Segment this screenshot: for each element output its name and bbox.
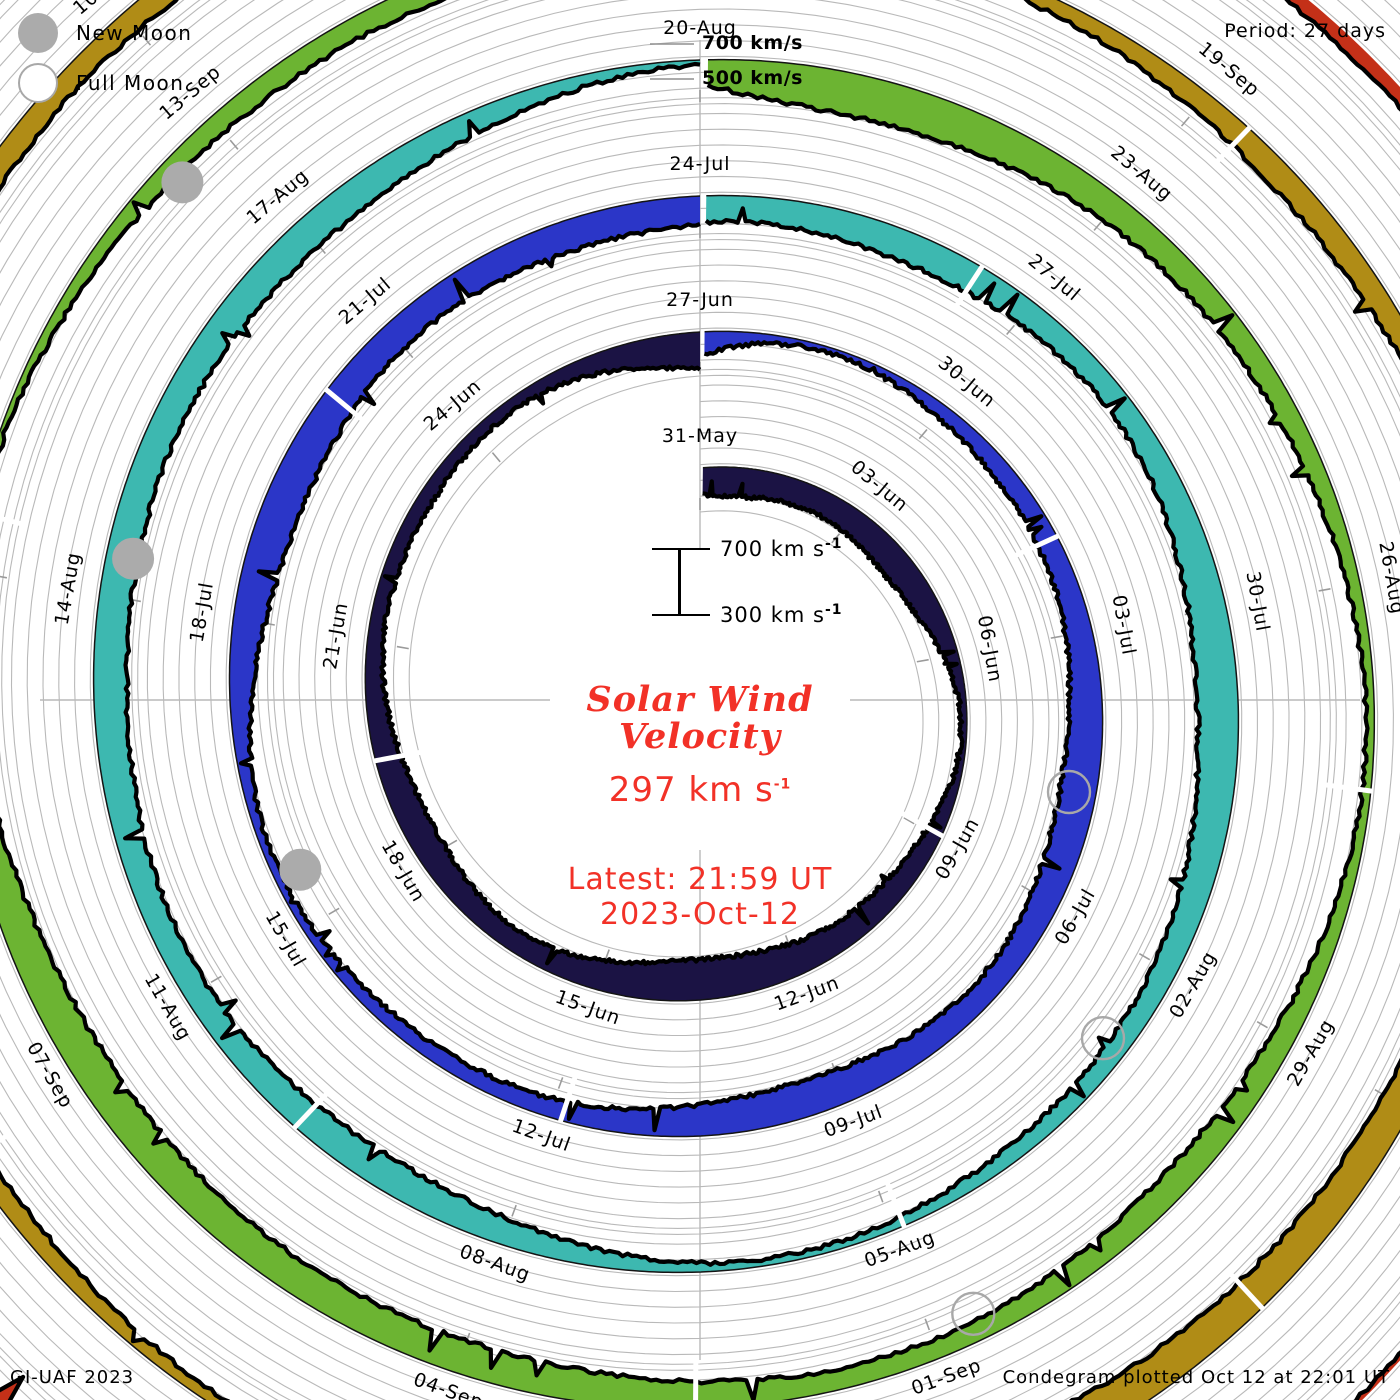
scale-bar-bottom-label: 300 km s-1	[720, 602, 843, 627]
center-annotation-block: 700 km s-1 300 km s-1 Solar Wind Velocit…	[420, 536, 980, 933]
date-label: 27-Jun	[666, 289, 734, 311]
full-moon-marker	[1080, 1015, 1126, 1061]
latest-observation-block: Latest: 21:59 UT 2023-Oct-12	[420, 862, 980, 933]
new-moon-marker	[161, 161, 204, 204]
chart-title-line1: Solar Wind	[586, 679, 814, 720]
latest-velocity-value: 297 km s-1	[420, 770, 980, 810]
latest-time-label: Latest: 21:59 UT	[567, 861, 833, 897]
scale-bar-bottom-value: 300 km s	[720, 603, 825, 627]
full-moon-marker	[951, 1291, 996, 1337]
moon-phase-legend: New Moon Full Moon	[18, 8, 338, 108]
chart-title-block: Solar Wind Velocity 297 km s-1	[420, 679, 980, 810]
legend-label-full-moon: Full Moon	[76, 71, 185, 95]
new-moon-icon	[18, 13, 58, 53]
scale-bar-stem	[678, 550, 681, 614]
date-label: 31-May	[662, 425, 738, 447]
scale-bar-bottom-exponent: -1	[825, 602, 843, 618]
scale-bar-top-label: 700 km s-1	[720, 536, 843, 561]
credit-label: GI-UAF 2023	[10, 1367, 135, 1388]
scale-bar-bottom-tick	[652, 614, 710, 616]
date-label: 20-Aug	[663, 17, 737, 39]
page-title: Solar Wind Velocity	[420, 679, 980, 757]
legend-item-new-moon: New Moon	[18, 8, 338, 58]
legend-item-full-moon: Full Moon	[18, 58, 338, 108]
latest-velocity-number: 297 km s	[608, 769, 774, 810]
scale-bar-top-tick	[652, 548, 710, 550]
period-label: Period: 27 days	[1224, 20, 1386, 42]
plotted-timestamp-label: Condegram plotted Oct 12 at 22:01 UT	[1002, 1367, 1390, 1388]
velocity-scale-bar: 700 km s-1 300 km s-1	[652, 536, 952, 648]
chart-title-line2: Velocity	[619, 715, 781, 757]
radial-axis-label-700: 700 km/s	[702, 32, 803, 54]
latest-velocity-exponent: -1	[773, 776, 792, 793]
full-moon-marker	[1046, 769, 1092, 815]
new-moon-marker	[279, 848, 322, 891]
latest-date-label: 2023-Oct-12	[600, 896, 800, 932]
new-moon-marker	[112, 537, 155, 580]
legend-label-new-moon: New Moon	[76, 21, 193, 45]
scale-bar-top-value: 700 km s	[720, 537, 825, 561]
full-moon-icon	[18, 63, 58, 103]
scale-bar-top-exponent: -1	[825, 536, 843, 552]
radial-axis-label-500: 500 km/s	[702, 67, 803, 89]
date-label: 24-Jul	[669, 153, 730, 175]
